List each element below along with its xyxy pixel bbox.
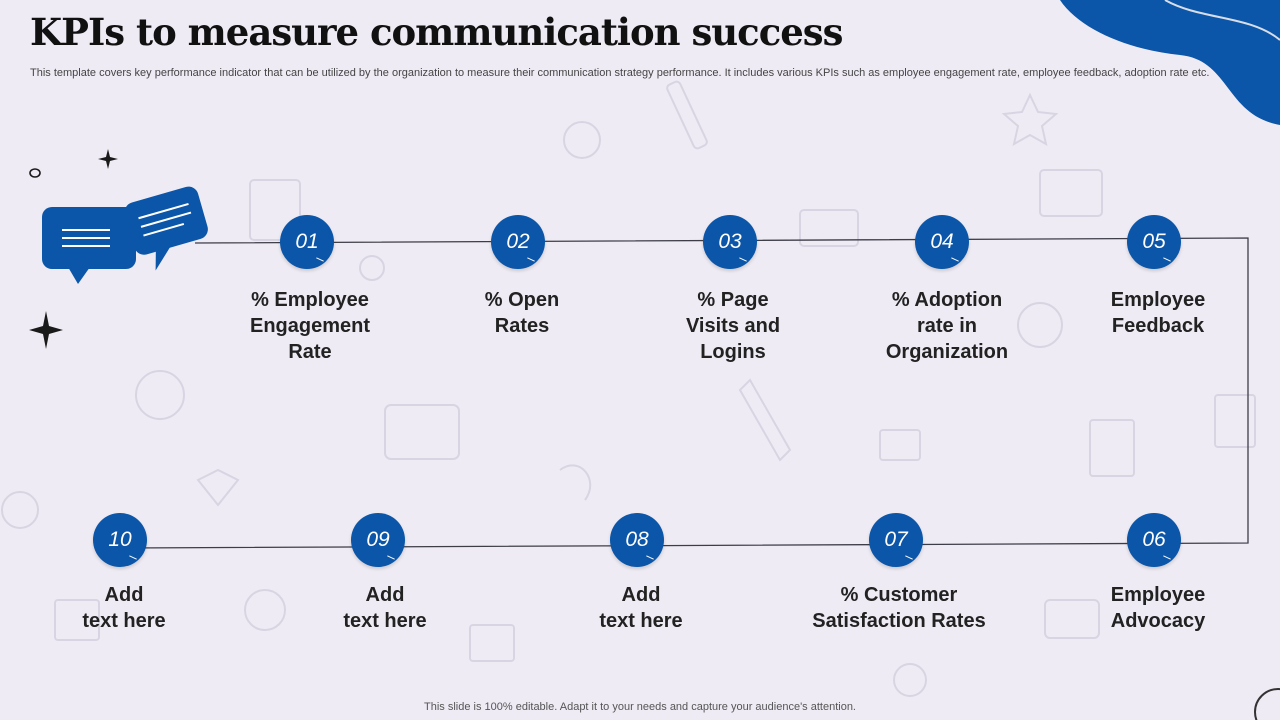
step-badge-05: 05 (1127, 215, 1181, 269)
step-badge-01: 01 (280, 215, 334, 269)
step-badge-08: 08 (610, 513, 664, 567)
corner-blob (1060, 0, 1280, 125)
page-title: KPIs to measure communication success (30, 10, 843, 54)
step-label-01: % Employee Engagement Rate (249, 289, 371, 363)
step-label-07: % Customer Satisfaction Rates (812, 584, 986, 632)
step-label-06: Employee Advocacy (1110, 584, 1206, 632)
step-label-10: Add text here (82, 584, 166, 632)
page-subtitle: This template covers key performance ind… (30, 67, 1210, 79)
step-label-04: % Adoption rate in Organization (885, 289, 1009, 363)
step-badge-06: 06 (1127, 513, 1181, 567)
step-label-05: Employee Feedback (1110, 289, 1206, 337)
step-label-08: Add text here (599, 584, 683, 632)
step-badge-04: 04 (915, 215, 969, 269)
sparkle-icon (29, 149, 118, 349)
step-badge-09: 09 (351, 513, 405, 567)
chat-bubbles-icon (42, 186, 208, 284)
step-badge-03: 03 (703, 215, 757, 269)
step-label-02: % Open Rates (484, 289, 560, 337)
step-badge-07: 07 (869, 513, 923, 567)
step-label-09: Add text here (343, 584, 427, 632)
footer-note: This slide is 100% editable. Adapt it to… (424, 701, 856, 713)
step-badge-10: 10 (93, 513, 147, 567)
step-badge-02: 02 (491, 215, 545, 269)
step-label-03: % Page Visits and Logins (685, 289, 781, 363)
